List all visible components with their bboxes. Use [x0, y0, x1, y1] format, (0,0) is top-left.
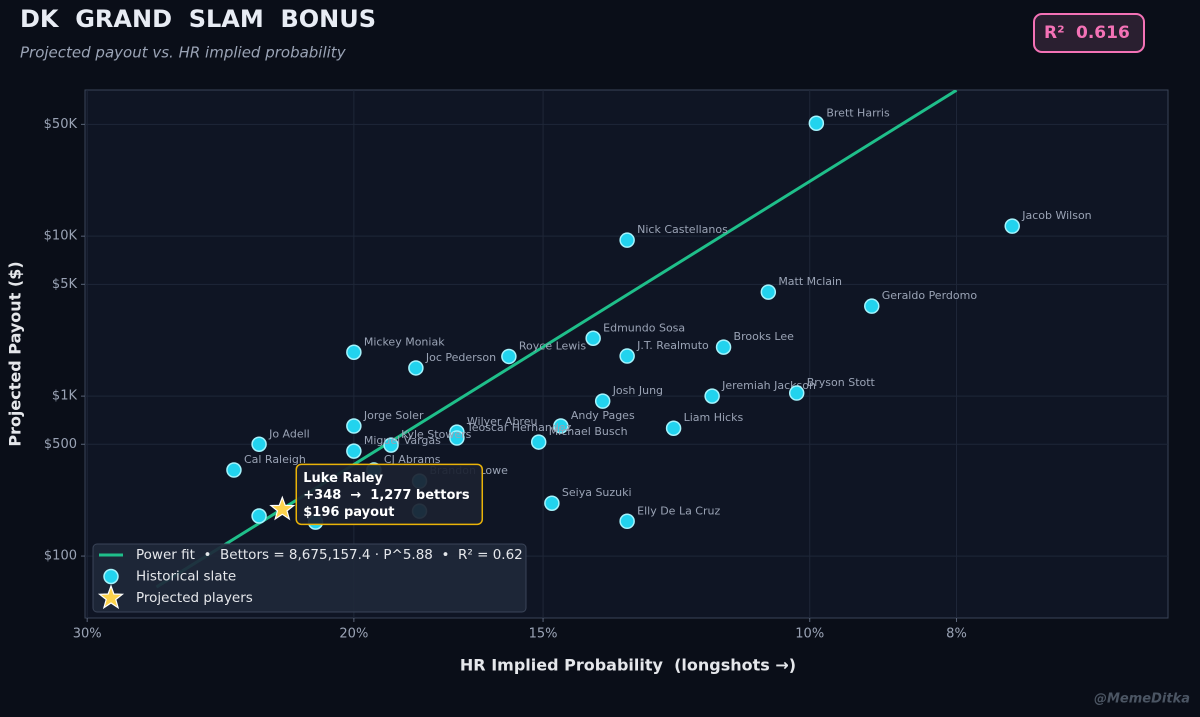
grid: $100 $500 $1K $5K $10K $50K 30% 20% 15% 10% 8%	[44, 90, 1168, 642]
x-tick-label: 15%	[529, 627, 558, 642]
y-axis-label: Projected Payout ($)	[6, 261, 25, 446]
data-point	[619, 513, 635, 530]
tooltip-name: Luke Raley	[303, 471, 383, 486]
y-tick-label: $100	[44, 549, 77, 564]
fit-layer	[155, 90, 958, 589]
point-label: J.T. Realmuto	[636, 339, 709, 352]
y-tick-label: $500	[44, 437, 77, 452]
watermark: @MemeDitka	[1094, 692, 1190, 707]
x-tick-label: 30%	[73, 627, 102, 642]
point-label: Geraldo Perdomo	[882, 289, 978, 302]
x-axis-label: HR Implied Probability (longshots →)	[460, 656, 796, 675]
x-tick-label: 8%	[946, 627, 967, 642]
point-label: Liam Hicks	[684, 411, 744, 424]
point-label: Brett Harris	[826, 106, 890, 119]
point-label: Jacob Wilson	[1021, 209, 1091, 222]
data-point	[530, 434, 547, 450]
tooltip-payout: $196 payout	[303, 505, 394, 520]
data-point	[585, 330, 601, 347]
data-point	[619, 348, 635, 364]
tooltip-detail: +348 → 1,277 bettors	[303, 488, 470, 503]
point-label: Jorge Soler	[363, 409, 424, 422]
data-point	[864, 298, 880, 314]
legend-label: Projected players	[136, 590, 253, 606]
tooltip	[295, 463, 484, 526]
point-label: Miguel Vargas	[364, 434, 441, 447]
point-label: Nick Castellanos	[637, 223, 728, 236]
y-tick-label: $10K	[44, 229, 78, 244]
point-label: Teoscar Hernandez	[466, 421, 572, 434]
data-point	[449, 430, 465, 446]
x-tick-label: 20%	[339, 627, 368, 642]
data-point	[665, 420, 682, 436]
data-point	[760, 284, 777, 300]
point-label: Cal Raleigh	[244, 453, 306, 466]
data-point	[251, 508, 267, 524]
data-point	[1004, 218, 1020, 234]
data-point	[408, 360, 424, 376]
data-point	[594, 393, 611, 409]
point-label: Mickey Moniak	[364, 335, 445, 348]
point-label: Andy Pages	[571, 409, 635, 422]
point-label: Josh Jung	[612, 384, 663, 397]
data-point	[808, 115, 825, 132]
point-label: Joc Pederson	[425, 351, 496, 364]
fit-line	[155, 90, 958, 589]
data-point	[383, 437, 399, 453]
point-label: Seiya Suzuki	[562, 486, 632, 499]
x-tick-label: 10%	[795, 627, 824, 642]
chart-title: DK GRAND SLAM BONUS	[20, 5, 376, 33]
point-label: Jo Adell	[268, 427, 310, 440]
data-point	[619, 232, 635, 248]
legend-marker	[103, 568, 119, 585]
r2-badge-label: R²	[1044, 23, 1065, 43]
point-label: Wilyer Abreu	[467, 415, 538, 428]
points-layer: Brett Harris Jacob Wilson Nick Castellanos…	[226, 106, 1092, 530]
r2-badge-value: 0.616	[1076, 23, 1130, 43]
data-point	[704, 388, 720, 404]
data-point	[553, 418, 569, 434]
point-label: Kyle Stowers	[401, 428, 472, 441]
projected-star	[269, 495, 296, 521]
point-label: Matt Mclain	[778, 275, 842, 288]
overlay-layer: Luke Raley +348 → 1,277 bettors $196 payou…	[92, 463, 527, 613]
data-point	[251, 436, 267, 453]
y-tick-label: $50K	[44, 117, 78, 132]
point-label: Michael Busch	[549, 425, 628, 438]
point-label: Elly De La Cruz	[637, 504, 720, 517]
point-label: Edmundo Sosa	[603, 321, 685, 334]
r2-badge	[1033, 13, 1145, 53]
point-label: Bryson Stott	[807, 376, 876, 389]
legend-label: Power fit • Bettors = 8,675,157.4 · P^5.…	[136, 547, 523, 563]
data-point	[501, 348, 517, 365]
legend-box	[92, 543, 527, 613]
y-tick-label: $1K	[52, 389, 78, 404]
point-label: Brooks Lee	[734, 330, 795, 343]
data-point	[715, 339, 732, 355]
data-point	[788, 385, 805, 401]
data-point	[346, 344, 362, 361]
chart-subtitle: Projected payout vs. HR implied probabil…	[20, 44, 347, 62]
data-point	[226, 462, 242, 478]
data-point	[346, 418, 362, 434]
legend-label: Historical slate	[136, 569, 236, 585]
data-point	[346, 443, 362, 459]
data-point	[544, 495, 560, 511]
y-tick-label: $5K	[52, 277, 78, 292]
point-label: CJ Abrams	[384, 453, 441, 466]
point-label: Royce Lewis	[519, 339, 586, 352]
legend-star	[97, 584, 125, 610]
